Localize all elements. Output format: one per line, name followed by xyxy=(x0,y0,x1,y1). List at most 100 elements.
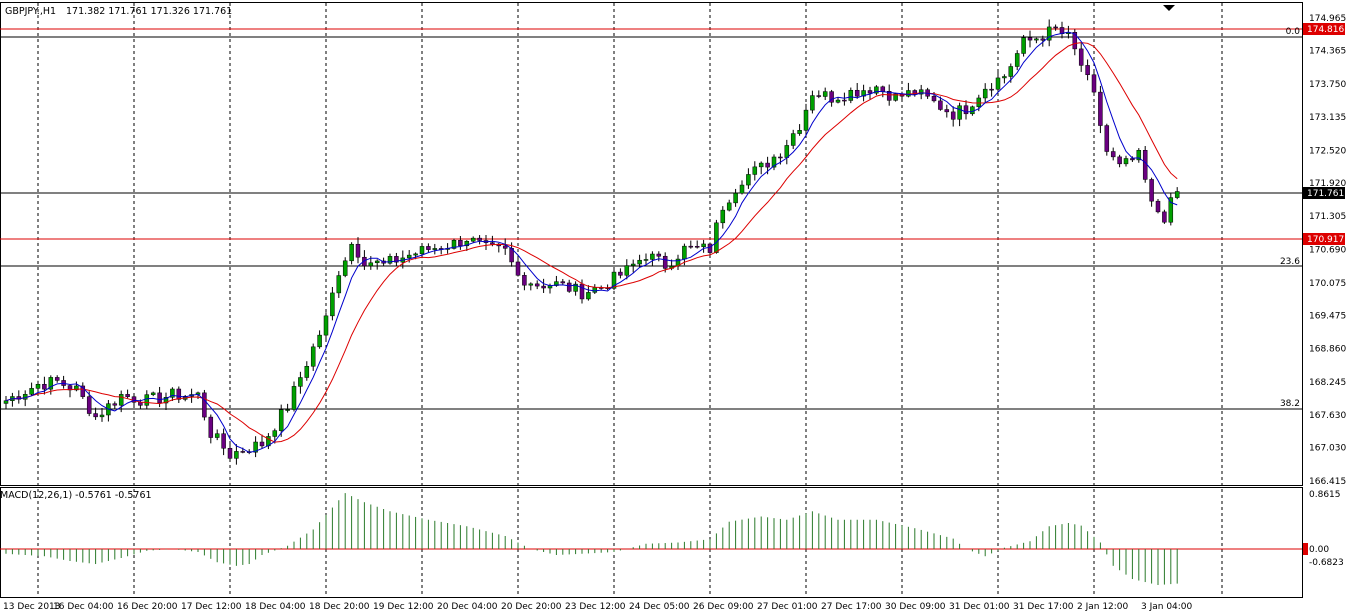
candle-body xyxy=(86,396,92,414)
candle xyxy=(477,235,482,245)
time-tick-label: 3 Jan 04:00 xyxy=(1141,602,1193,612)
candle-body xyxy=(643,259,649,261)
candle-body xyxy=(1110,151,1116,158)
candle xyxy=(963,100,969,120)
time-tick-label: 24 Dec 05:00 xyxy=(629,602,690,612)
macd-tick-bottom: -0.6823 xyxy=(1309,558,1344,568)
macd-label: MACD(12,26,1) -0.5761 -0.5761 xyxy=(0,490,152,501)
candle xyxy=(758,161,764,175)
candle xyxy=(573,281,578,296)
candle xyxy=(643,253,649,265)
chart-shift-marker-icon[interactable] xyxy=(1163,5,1175,11)
candle-body xyxy=(362,256,367,267)
candle xyxy=(541,278,546,293)
candle-body xyxy=(374,260,380,264)
candle-body xyxy=(982,88,988,99)
candle xyxy=(221,428,226,456)
time-tick-label: 27 Dec 17:00 xyxy=(821,602,882,612)
candle xyxy=(374,259,380,270)
candle xyxy=(1091,69,1097,94)
candle xyxy=(746,168,751,189)
candle-body xyxy=(253,441,258,453)
candle xyxy=(298,371,303,394)
candle-body xyxy=(112,403,118,406)
candle-body xyxy=(387,256,393,264)
candle-body xyxy=(906,90,911,97)
time-tick-label: 26 Dec 09:00 xyxy=(693,602,754,612)
chart-symbol: GBPJPY.,H1 xyxy=(5,6,56,17)
price-tick-label: 173.135 xyxy=(1309,113,1346,123)
price-tick-label: 166.415 xyxy=(1309,477,1346,487)
candle xyxy=(470,236,476,243)
candle-body xyxy=(554,281,559,286)
candle xyxy=(118,390,124,413)
candle-body xyxy=(1040,38,1046,41)
candle xyxy=(861,84,866,102)
candle-body xyxy=(221,433,226,449)
candle xyxy=(419,244,425,259)
candle-body xyxy=(714,222,719,253)
candle xyxy=(618,268,623,279)
price-tag-support-bg xyxy=(1303,233,1345,245)
candle xyxy=(35,380,41,393)
time-tick-label: 18 Dec 04:00 xyxy=(245,602,306,612)
candle xyxy=(534,280,540,290)
time-tick-label: 13 Dec 2013 xyxy=(3,602,61,612)
candle xyxy=(234,444,239,465)
candle-body xyxy=(74,385,79,391)
candle xyxy=(842,92,847,106)
candle xyxy=(701,239,706,253)
candle xyxy=(285,403,290,413)
candle xyxy=(278,404,284,437)
candle-body xyxy=(170,388,175,398)
candle xyxy=(586,285,591,301)
candle xyxy=(854,82,860,99)
price-tag-current-bg xyxy=(1303,187,1345,199)
candle-body xyxy=(758,162,764,168)
candle-body xyxy=(470,237,476,242)
candle-body xyxy=(662,255,668,269)
candle-body xyxy=(432,248,438,250)
candle xyxy=(790,129,796,150)
candle-body xyxy=(48,377,54,390)
candle-body xyxy=(989,88,994,91)
candle-body xyxy=(1078,48,1084,66)
time-tick-label: 30 Dec 09:00 xyxy=(885,602,946,612)
candle xyxy=(624,259,630,280)
fast-moving-average-line xyxy=(5,31,1178,453)
candle-body xyxy=(1021,37,1026,54)
candle xyxy=(362,250,367,270)
candle-body xyxy=(944,109,950,113)
candle-body xyxy=(272,430,278,437)
candle-body xyxy=(701,243,706,248)
candle-body xyxy=(1162,211,1167,223)
price-tick-label: 174.965 xyxy=(1309,14,1346,24)
candle xyxy=(938,96,943,111)
candle xyxy=(227,441,233,462)
price-tick-label: 167.630 xyxy=(1309,411,1346,421)
candle-body xyxy=(291,386,297,410)
candle xyxy=(1104,123,1110,156)
candle xyxy=(1155,198,1161,214)
candle-body xyxy=(477,237,482,241)
candle-body xyxy=(3,400,9,404)
price-tick-label: 169.475 xyxy=(1309,311,1346,321)
candle xyxy=(656,251,662,262)
candle-body xyxy=(963,105,969,115)
candle xyxy=(304,361,310,381)
candle-body xyxy=(778,156,783,159)
candle-body xyxy=(886,91,892,101)
candle xyxy=(163,392,169,410)
candle xyxy=(694,240,700,249)
candle-body xyxy=(694,246,700,248)
candle-body xyxy=(950,111,956,120)
candle-body xyxy=(1149,179,1154,202)
candle-body xyxy=(317,334,322,348)
candle xyxy=(214,429,220,441)
candle-body xyxy=(976,97,982,108)
candle-body xyxy=(1117,156,1122,165)
time-tick-label: 2 Jan 12:00 xyxy=(1077,602,1129,612)
time-tick-label: 16 Dec 20:00 xyxy=(117,602,178,612)
candle-body xyxy=(349,243,354,262)
